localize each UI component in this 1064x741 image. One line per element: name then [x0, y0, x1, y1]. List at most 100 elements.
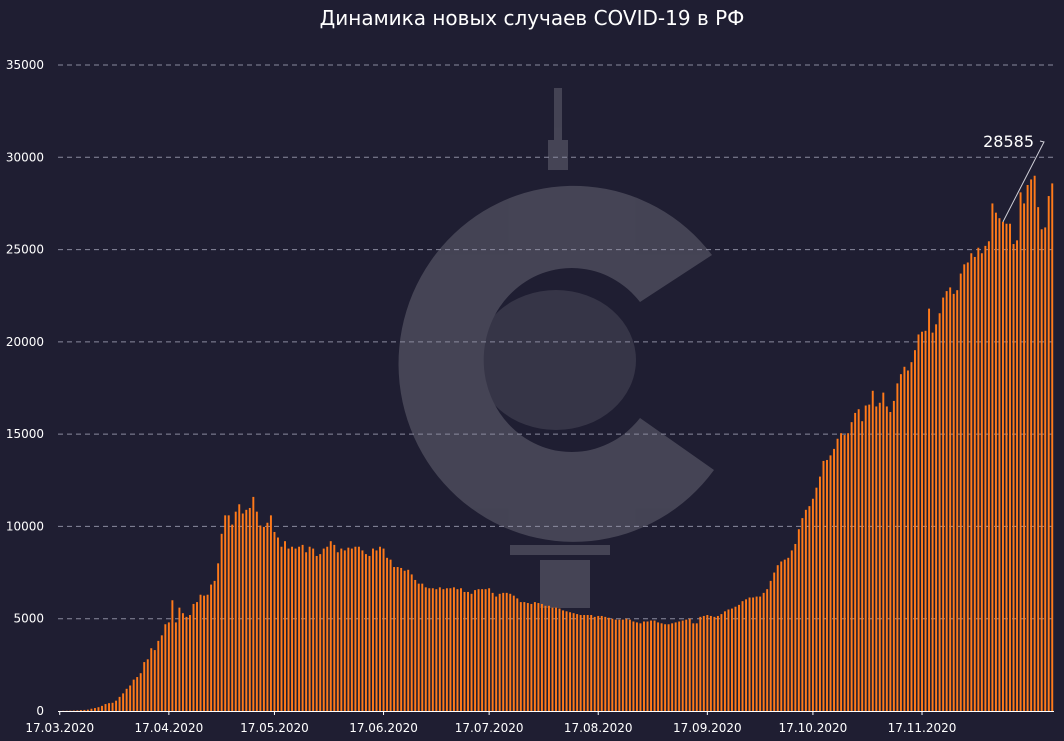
- bar: [519, 602, 522, 711]
- bar: [695, 623, 698, 711]
- bar: [977, 247, 980, 712]
- bar: [495, 596, 498, 711]
- y-tick-label: 20000: [6, 335, 44, 349]
- bar: [389, 559, 392, 711]
- bar: [463, 591, 466, 711]
- x-tick-label: 17.08.2020: [564, 721, 633, 735]
- bar: [875, 406, 878, 711]
- bar: [1047, 196, 1050, 712]
- bar: [224, 515, 227, 711]
- bar: [79, 710, 82, 711]
- chart-title: Динамика новых случаев COVID-19 в РФ: [319, 6, 745, 30]
- bar: [470, 593, 473, 711]
- bar: [565, 611, 568, 711]
- bar: [818, 476, 821, 711]
- bar: [678, 621, 681, 711]
- bar: [790, 550, 793, 711]
- bar: [604, 616, 607, 711]
- bar: [291, 546, 294, 711]
- bar: [600, 615, 603, 711]
- bar: [498, 593, 501, 711]
- bar: [1033, 175, 1036, 712]
- bar: [484, 589, 487, 711]
- bar: [238, 504, 241, 711]
- bar: [449, 588, 452, 711]
- x-tick-label: 17.07.2020: [455, 721, 524, 735]
- bar: [906, 370, 909, 711]
- bar: [783, 559, 786, 711]
- bar: [86, 709, 89, 711]
- bar: [241, 513, 244, 711]
- bar: [709, 615, 712, 711]
- bar: [892, 400, 895, 711]
- bar: [516, 598, 519, 711]
- bar: [868, 404, 871, 711]
- bar: [340, 548, 343, 711]
- bar: [903, 366, 906, 711]
- bar: [234, 511, 237, 711]
- bar: [438, 587, 441, 711]
- bar: [108, 703, 110, 711]
- bar: [674, 622, 677, 711]
- bar: [959, 273, 962, 711]
- bar: [847, 433, 850, 711]
- bar: [586, 615, 589, 711]
- bar: [488, 588, 491, 711]
- bar: [101, 705, 103, 711]
- bar: [1026, 184, 1029, 712]
- bar: [723, 611, 726, 711]
- bar: [720, 614, 723, 711]
- x-tick-label: 17.09.2020: [673, 721, 742, 735]
- bar: [111, 702, 114, 711]
- bar: [628, 619, 631, 711]
- bar: [122, 693, 125, 711]
- bar: [843, 435, 846, 711]
- bar: [987, 241, 990, 711]
- bar: [593, 616, 596, 711]
- bar: [635, 622, 638, 711]
- bar: [952, 293, 955, 711]
- bar: [643, 621, 645, 711]
- bar: [914, 350, 916, 711]
- bar: [491, 592, 494, 711]
- bar: [1044, 227, 1047, 712]
- bar: [294, 548, 297, 711]
- bar: [305, 552, 308, 711]
- bar: [153, 650, 156, 711]
- bar: [343, 550, 346, 711]
- bar: [329, 541, 332, 711]
- bar: [136, 677, 139, 711]
- bar: [115, 700, 118, 711]
- bar: [132, 679, 135, 711]
- bar: [692, 623, 695, 711]
- annotation-leader: [1002, 140, 1045, 223]
- bar: [882, 392, 885, 711]
- bar: [759, 596, 762, 711]
- bar: [646, 621, 649, 711]
- bar: [579, 615, 582, 711]
- bar: [192, 603, 195, 711]
- bar: [210, 584, 213, 711]
- bar: [410, 574, 413, 711]
- bar: [924, 330, 927, 711]
- bar: [368, 555, 371, 711]
- bar: [826, 459, 828, 711]
- bar: [269, 515, 272, 711]
- bar: [1051, 183, 1054, 711]
- bar: [657, 622, 660, 711]
- bar: [660, 623, 663, 711]
- bar: [428, 588, 431, 711]
- x-tick-label: 17.10.2020: [779, 721, 848, 735]
- bar: [146, 659, 149, 711]
- bar: [266, 522, 269, 711]
- x-tick-label: 17.05.2020: [240, 721, 309, 735]
- bar: [196, 602, 198, 711]
- bar: [994, 212, 997, 711]
- bar: [104, 704, 107, 711]
- bar: [308, 546, 311, 711]
- bar: [93, 708, 96, 711]
- bar: [840, 433, 843, 711]
- bar: [607, 617, 610, 711]
- y-axis: 0 5000 10000 15000 20000 25000 30000 35000: [6, 58, 44, 718]
- bar: [181, 613, 184, 711]
